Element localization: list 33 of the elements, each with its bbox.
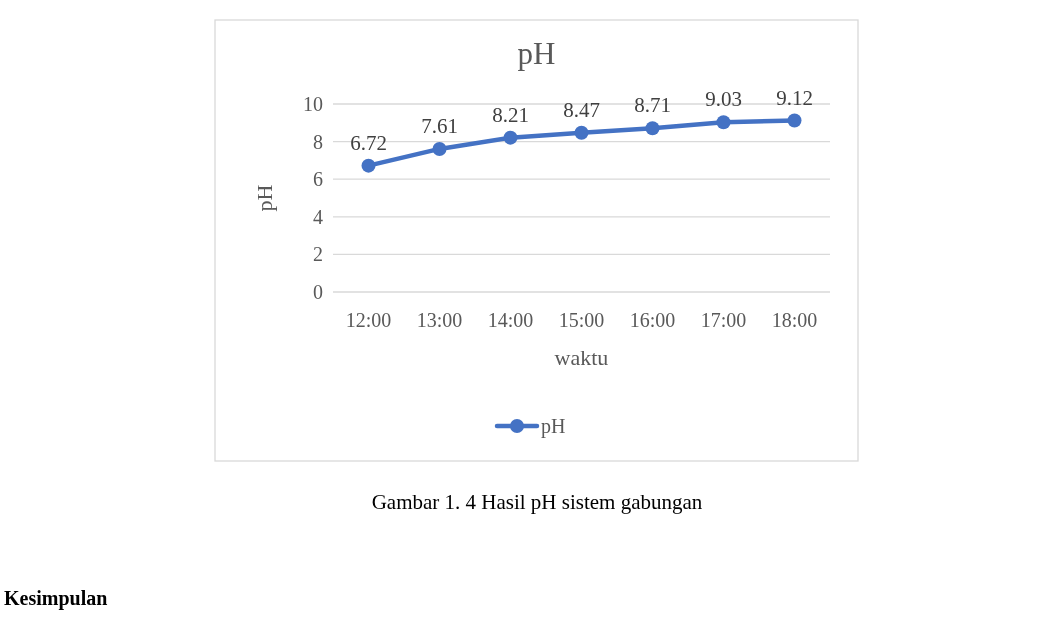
y-tick-label: 8 [313,130,323,153]
text: Gambar 1. 4 Hasil pH sistem gabungan [371,490,703,514]
x-tick-label: 13:00 [416,309,463,331]
x-tick-label: 17:00 [700,309,747,331]
data-label: 9.03 [705,87,742,112]
x-tick-label: 12:00 [345,309,392,331]
x-axis-title: waktu [554,345,609,370]
x-tick-label: 16:00 [629,309,676,331]
x-tick-label: 14:00 [487,309,534,331]
data-label: 8.21 [492,102,529,127]
point [503,130,518,145]
chart-title: pH [517,36,556,71]
point [645,121,660,136]
point [787,113,802,128]
point [361,158,376,173]
y-tick-label: 4 [313,205,323,228]
point [432,141,447,156]
data-label: 8.47 [563,97,600,122]
legend-label: pH [541,415,566,438]
point [574,125,589,140]
y-axis-title: pH [252,184,277,212]
y-tick-label: 10 [303,93,323,115]
x-tick-label: 18:00 [771,309,818,331]
data-label: 6.72 [350,130,387,155]
text: Kesimpulan [4,587,108,610]
data-label: 9.12 [776,85,813,110]
y-tick-label: 6 [313,168,323,191]
data-label: 7.61 [421,113,458,138]
y-tick-label: 2 [313,243,323,266]
data-label: 8.71 [634,93,671,118]
y-tick-label: 0 [313,281,323,303]
x-tick-label: 15:00 [558,309,605,331]
point [716,115,731,130]
